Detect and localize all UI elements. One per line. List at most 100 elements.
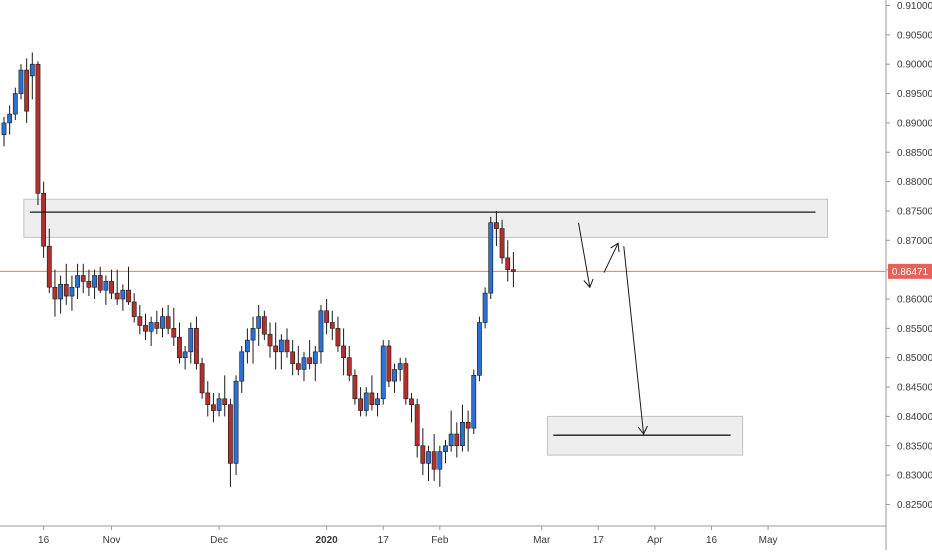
candles-layer bbox=[1, 52, 516, 487]
candle-up bbox=[437, 451, 443, 470]
candle-up bbox=[120, 289, 126, 300]
candle-down bbox=[386, 345, 392, 382]
candle-down bbox=[154, 322, 160, 329]
candle-down bbox=[494, 222, 499, 229]
time-tick-label: Mar bbox=[533, 535, 551, 546]
candle-down bbox=[80, 275, 86, 282]
candle-up bbox=[250, 328, 256, 341]
candle-up bbox=[244, 339, 250, 353]
candle-up bbox=[363, 392, 369, 411]
price-tick-label: 0.85500 bbox=[897, 324, 932, 335]
candle-down bbox=[369, 392, 375, 405]
projection-arrow[interactable] bbox=[577, 222, 591, 288]
candle-up bbox=[239, 351, 245, 382]
time-tick-label: 16 bbox=[38, 535, 50, 546]
time-tick-label: Apr bbox=[647, 535, 663, 546]
resistance-zone[interactable] bbox=[23, 198, 829, 238]
current-price-label: 0.86471 bbox=[888, 263, 932, 279]
time-tick-label: Dec bbox=[210, 535, 228, 546]
candle-up bbox=[29, 63, 35, 77]
candle-up bbox=[301, 357, 307, 370]
candle-down bbox=[199, 363, 205, 394]
projection-arrow[interactable] bbox=[623, 246, 645, 435]
candle-down bbox=[97, 275, 103, 291]
price-tick-label: 0.84500 bbox=[897, 383, 932, 394]
candle-down bbox=[114, 292, 120, 300]
candle-up bbox=[69, 286, 75, 297]
time-tick-label: Feb bbox=[431, 535, 449, 546]
candle-down bbox=[273, 345, 279, 353]
candle-down bbox=[346, 357, 352, 376]
candle-up bbox=[103, 281, 109, 291]
price-tick-label: 0.83500 bbox=[897, 441, 932, 452]
candle-up bbox=[488, 222, 494, 294]
price-tick-label: 0.89500 bbox=[897, 89, 932, 100]
candle-up bbox=[460, 421, 465, 447]
projection-arrowhead bbox=[583, 278, 594, 289]
time-tick-label: 16 bbox=[706, 535, 718, 546]
candle-down bbox=[431, 451, 437, 470]
candle-up bbox=[312, 351, 318, 364]
candle-up bbox=[188, 328, 194, 353]
candle-down bbox=[46, 245, 52, 288]
candle-down bbox=[352, 375, 358, 400]
price-tick-label: 0.87000 bbox=[897, 236, 932, 247]
candle-up bbox=[482, 292, 488, 323]
candle-down bbox=[86, 281, 92, 288]
time-tick-label: May bbox=[759, 535, 778, 546]
current-price-badge bbox=[888, 263, 932, 279]
candle-up bbox=[471, 375, 477, 429]
candle-down bbox=[335, 328, 341, 347]
candle-down bbox=[499, 228, 505, 259]
candle-down bbox=[165, 316, 171, 329]
candle-down bbox=[454, 433, 460, 447]
candle-down bbox=[222, 398, 228, 405]
candle-up bbox=[58, 284, 63, 300]
candle-up bbox=[375, 398, 380, 405]
price-tick-label: 0.89000 bbox=[897, 118, 932, 129]
candle-down bbox=[409, 398, 414, 405]
candle-down bbox=[414, 404, 420, 447]
current-price-text: 0.86471 bbox=[892, 267, 929, 278]
price-tick-label: 0.82500 bbox=[897, 500, 932, 511]
candle-up bbox=[75, 275, 80, 288]
candle-down bbox=[295, 363, 301, 370]
candle-up bbox=[397, 363, 403, 370]
price-tick-label: 0.85000 bbox=[897, 353, 932, 364]
time-axis[interactable]: 16 Nov Dec 2020 17 Feb Mar 17 Apr 16 May bbox=[38, 526, 778, 546]
candle-up bbox=[160, 316, 165, 329]
projection-arrowhead bbox=[610, 242, 620, 253]
price-tick-label: 0.90500 bbox=[897, 30, 932, 41]
candle-down bbox=[324, 310, 330, 323]
time-tick-label: 17 bbox=[593, 535, 605, 546]
candle-down bbox=[109, 281, 114, 294]
candle-down bbox=[194, 328, 199, 364]
candle-up bbox=[443, 445, 448, 452]
candle-down bbox=[211, 404, 216, 411]
projection-arrow[interactable] bbox=[603, 243, 619, 273]
candle-down bbox=[341, 345, 346, 358]
projection-arrowhead bbox=[637, 425, 648, 435]
candle-down bbox=[290, 351, 296, 364]
candle-down bbox=[137, 316, 143, 326]
candle-up bbox=[182, 351, 188, 358]
time-tick-label: 17 bbox=[378, 535, 390, 546]
price-tick-label: 0.87500 bbox=[897, 206, 932, 217]
candle-up bbox=[1, 122, 7, 135]
candle-down bbox=[358, 398, 363, 411]
candle-down bbox=[510, 269, 516, 272]
price-tick-label: 0.88500 bbox=[897, 148, 932, 159]
price-tick-label: 0.83000 bbox=[897, 471, 932, 482]
candle-up bbox=[12, 93, 18, 115]
candle-down bbox=[205, 392, 211, 405]
candle-up bbox=[448, 433, 454, 447]
candle-up bbox=[392, 369, 397, 382]
candle-down bbox=[63, 284, 69, 297]
candle-down bbox=[41, 193, 47, 247]
candle-down bbox=[261, 316, 267, 335]
candle-down bbox=[403, 363, 409, 400]
candle-down bbox=[420, 445, 426, 464]
